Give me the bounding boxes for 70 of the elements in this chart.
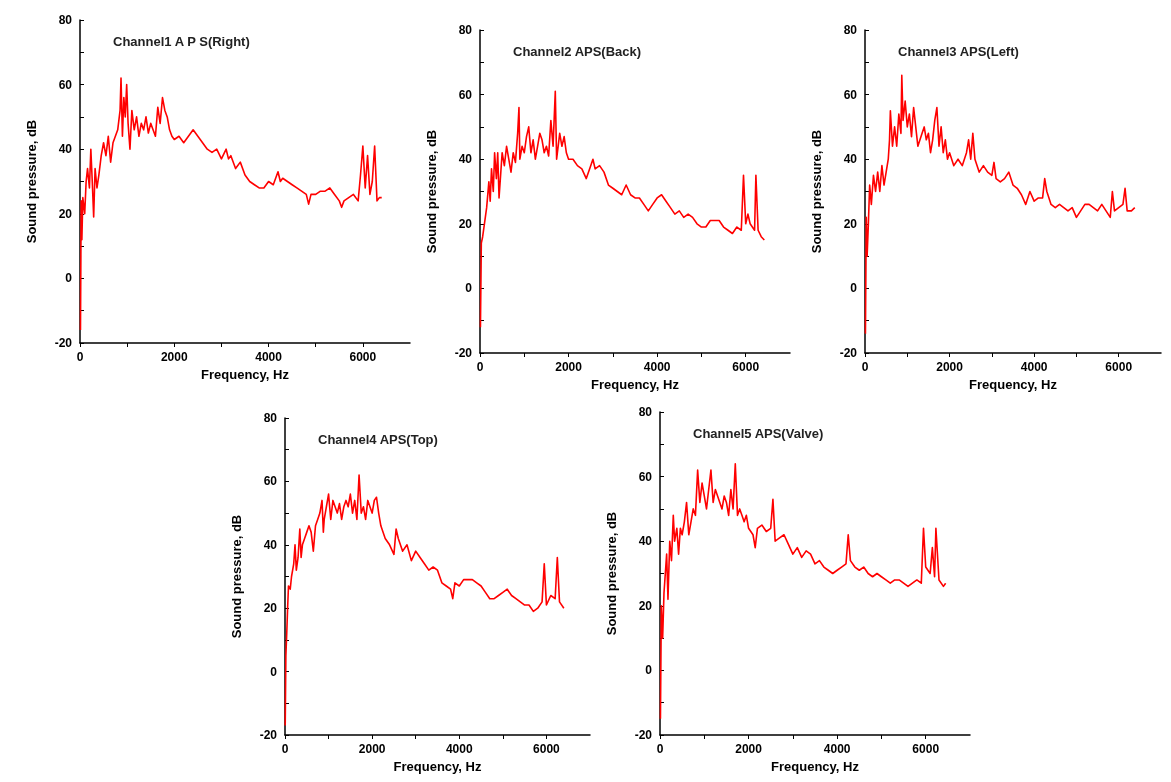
x-tick-label: 6000 [912,742,940,756]
line-series [864,74,1136,335]
y-tick-label: 40 [843,152,858,167]
y-tick-label: 80 [58,13,73,27]
x-tick-label: 6000 [1105,360,1133,374]
x-axis-title: Frequency, Hz [591,376,680,392]
x-axis-title: Frequency, Hz [771,758,860,774]
y-tick-label: 20 [263,601,278,616]
y-tick-label: 60 [638,469,653,484]
y-tick-label: -20 [839,346,858,360]
y-tick-label: 40 [58,142,73,157]
x-tick-label: 2000 [358,742,386,756]
line-series [479,90,766,328]
y-tick-label: 40 [638,534,653,549]
x-tick-label: 2000 [936,360,964,374]
y-tick-label: 80 [458,23,473,37]
y-tick-label: 80 [843,23,858,37]
x-axis-title: Frequency, Hz [969,376,1058,392]
y-axis-title: Sound pressure, dB [604,511,619,636]
y-tick-label: 80 [263,411,278,425]
x-tick-label: 6000 [533,742,561,756]
line-series [284,474,565,727]
y-axis-title: Sound pressure, dB [809,129,824,254]
line-series [659,462,947,720]
x-tick-label: 2000 [160,350,188,364]
x-tick-label: 4000 [823,742,851,756]
y-tick-label: 20 [843,216,858,231]
text: Channel2 APS(Back) [513,44,642,59]
y-tick-label: -20 [54,336,73,350]
x-tick-label: 0 [656,742,664,756]
y-tick-label: -20 [259,728,278,742]
x-axis-title: Frequency, Hz [393,758,482,774]
y-tick-label: 60 [458,87,473,102]
y-tick-label: 20 [458,216,473,231]
line-series [79,77,383,331]
x-tick-label: 0 [861,360,869,374]
y-tick-label: 0 [645,663,653,678]
y-tick-label: 60 [263,474,278,489]
y-tick-label: -20 [454,346,473,360]
x-tick-label: 2000 [555,360,583,374]
text: Channel4 APS(Top) [318,432,438,447]
x-tick-label: 4000 [1020,360,1048,374]
y-tick-label: 20 [638,598,653,613]
x-tick-label: 4000 [445,742,473,756]
y-tick-label: 40 [263,537,278,552]
y-tick-label: 0 [850,281,858,296]
text: Channel1 A P S(Right) [113,34,250,49]
x-tick-label: 4000 [255,350,283,364]
y-axis-title: Sound pressure, dB [229,514,244,639]
x-tick-label: 6000 [349,350,377,364]
y-tick-label: 40 [458,152,473,167]
y-axis-title: Sound pressure, dB [24,119,39,244]
y-tick-label: 60 [843,87,858,102]
y-tick-label: -20 [634,728,653,742]
text: Channel3 APS(Left) [898,44,1019,59]
x-tick-label: 0 [476,360,484,374]
text: Channel5 APS(Valve) [693,426,824,441]
y-tick-label: 60 [58,77,73,92]
x-axis-title: Frequency, Hz [201,366,290,382]
x-tick-label: 6000 [732,360,760,374]
x-tick-label: 4000 [643,360,671,374]
y-tick-label: 80 [638,405,653,419]
y-axis-title: Sound pressure, dB [424,129,439,254]
x-tick-label: 0 [281,742,289,756]
x-tick-label: 0 [76,350,84,364]
y-tick-label: 0 [65,271,73,286]
y-tick-label: 0 [270,664,278,679]
y-tick-label: 0 [465,281,473,296]
y-tick-label: 20 [58,206,73,221]
x-tick-label: 2000 [735,742,763,756]
